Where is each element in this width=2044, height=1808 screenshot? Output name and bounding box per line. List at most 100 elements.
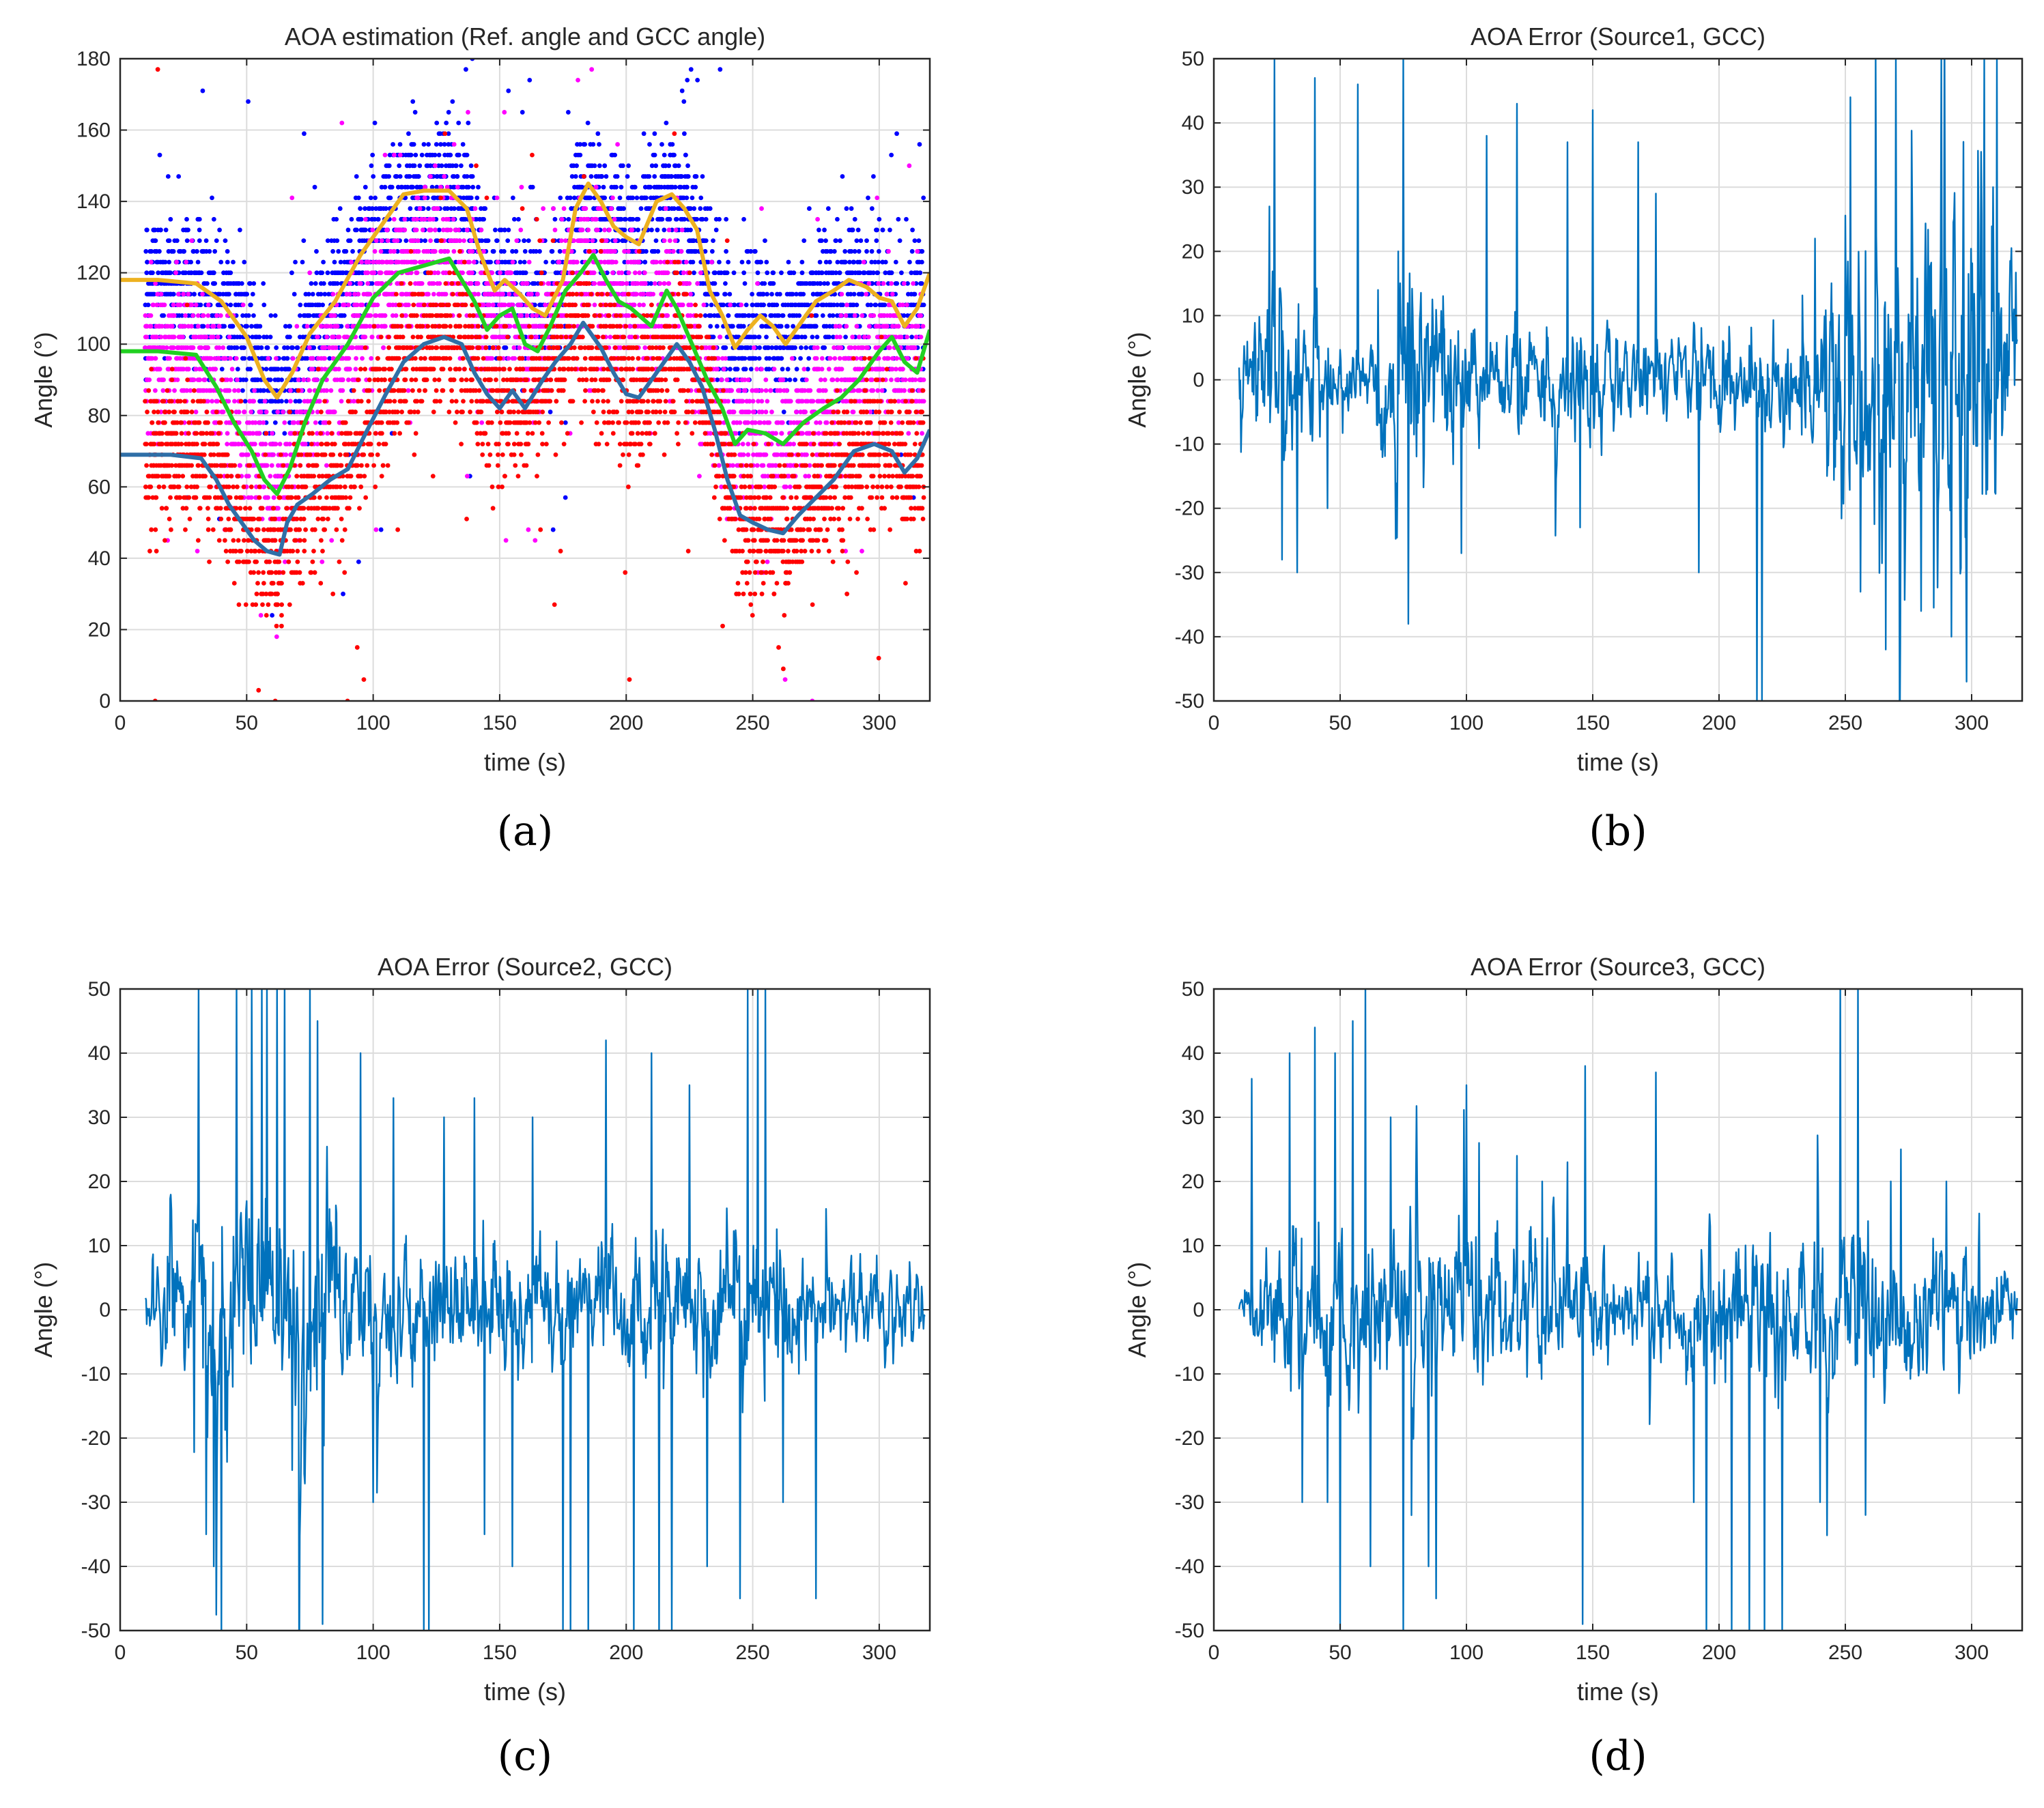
scatter-point [506,227,511,233]
scatter-point [262,399,268,404]
scatter-point [268,474,273,479]
scatter-point [612,152,618,158]
scatter-point [464,474,470,479]
scatter-point [802,334,808,340]
scatter-point [503,345,509,350]
scatter-point [592,163,597,169]
scatter-point [378,527,384,532]
scatter-point [481,302,486,308]
scatter-point [889,270,894,276]
scatter-point [345,377,351,382]
scatter-point [360,302,365,308]
scatter-point [203,238,209,244]
scatter-point [876,259,881,265]
scatter-point [283,324,288,329]
scatter-point [340,377,345,382]
scatter-point [614,174,620,179]
scatter-point [218,259,224,265]
scatter-point [339,399,344,404]
scatter-point [557,248,563,254]
scatter-point [205,345,211,350]
scatter-point [265,345,270,350]
scatter-point [548,410,553,414]
scatter-point [205,281,210,286]
scatter-point [228,377,233,382]
scatter-point [359,259,365,265]
scatter-point [164,345,169,350]
scatter-point [498,270,502,276]
scatter-point [840,174,845,179]
scatter-point [263,442,268,446]
scatter-point [261,420,266,425]
scatter-point [456,227,462,233]
scatter-point [147,377,152,382]
scatter-point [307,388,313,393]
scatter-point [195,324,201,329]
scatter-point [171,291,175,297]
scatter-point [668,174,674,179]
scatter-point [592,281,597,286]
scatter-point [919,259,924,265]
scatter-point [601,184,606,190]
scatter-point [617,195,623,201]
scatter-point [712,281,718,286]
scatter-point [451,248,457,254]
scatter-point [421,142,427,147]
scatter-point [413,152,418,158]
scatter-point [810,334,815,340]
scatter-point [335,238,340,244]
scatter-point [613,259,619,265]
scatter-point [644,195,649,201]
scatter-point [869,206,875,211]
scatter-point [578,152,583,158]
scatter-point [212,281,218,286]
scatter-point [258,613,264,618]
scatter-point [822,227,827,233]
scatter-point [358,281,363,286]
scatter-point [698,206,703,211]
scatter-point [550,248,555,254]
scatter-point [475,281,481,286]
scatter-point [391,216,397,222]
scatter-point [455,184,460,190]
scatter-point [244,291,250,297]
scatter-point [694,216,700,222]
scatter-point [370,152,375,158]
scatter-point [551,206,556,211]
scatter-point [620,163,625,169]
scatter-point [778,324,784,329]
scatter-point [340,388,345,393]
scatter-point [500,291,506,297]
scatter-point [433,163,438,169]
scatter-point [474,195,480,201]
scatter-point [591,142,596,147]
scatter-point [513,248,519,254]
scatter-point [154,334,160,340]
scatter-point [421,206,426,211]
scatter-point [444,120,449,126]
scatter-point [228,270,233,276]
scatter-point [724,270,730,276]
scatter-point [273,356,279,361]
scatter-point [451,216,456,222]
scatter-point [392,248,397,254]
scatter-point [595,227,600,233]
scatter-point [246,99,251,104]
scatter-point [574,163,579,169]
scatter-point [445,248,451,254]
scatter-point [144,270,150,276]
scatter-point [683,152,688,158]
scatter-point [791,270,797,276]
scatter-point [439,163,444,169]
scatter-point [451,206,457,211]
scatter-point [191,248,197,254]
scatter-point [307,313,312,318]
scatter-point [219,367,225,372]
scatter-point [476,184,481,190]
scatter-point [765,270,770,276]
scatter-point [690,259,696,265]
scatter-point [350,248,355,254]
scatter-point [213,367,218,372]
scatter-point [235,367,240,372]
scatter-point [494,195,500,201]
